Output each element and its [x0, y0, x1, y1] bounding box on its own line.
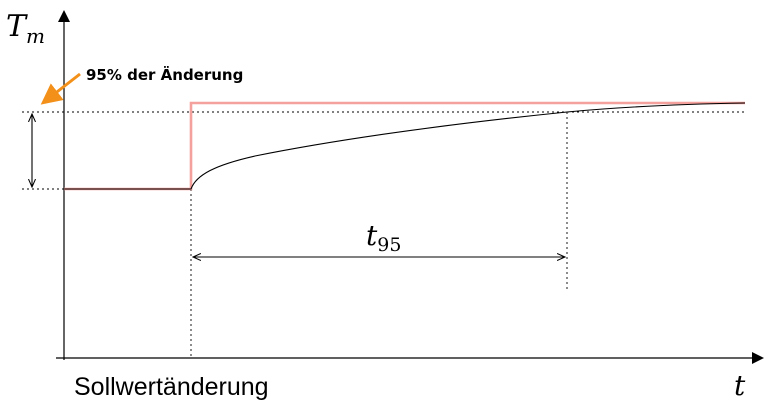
- y-axis-label-main: T: [6, 9, 28, 44]
- percent-pointer-arrow: [40, 72, 81, 105]
- t95-label-sub: 95: [377, 234, 401, 256]
- y-axis-arrowhead: [58, 10, 70, 22]
- setpoint-step-line: [64, 101, 745, 191]
- y-axis-label-sub: m: [26, 24, 45, 48]
- percent-change-label: 95% der Änderung: [86, 65, 243, 84]
- response-curve: [64, 102, 746, 190]
- t95-label: t95: [366, 219, 401, 256]
- y-axis-label: Tm: [6, 9, 45, 48]
- t95-label-main: t: [366, 219, 378, 252]
- x-axis-arrowhead: [752, 352, 764, 364]
- x-axis-label: t: [734, 369, 746, 402]
- setpoint-change-label: Sollwertänderung: [74, 373, 269, 401]
